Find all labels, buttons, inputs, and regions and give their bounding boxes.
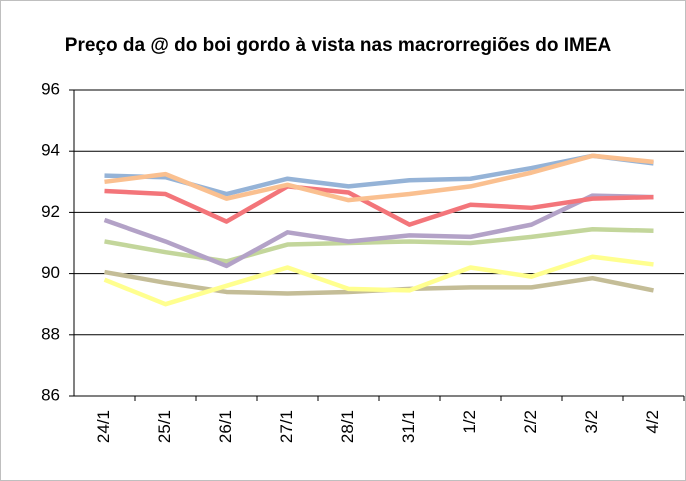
x-tick-label: 3/2 [582, 410, 601, 434]
y-tick-label: 88 [41, 324, 60, 343]
x-tick-label: 31/1 [399, 410, 418, 443]
y-tick-label: 92 [41, 202, 60, 221]
series-line [103, 254, 654, 307]
x-tick-label: 24/1 [94, 410, 113, 443]
y-tick-label: 86 [41, 385, 60, 404]
x-tick-label: 1/2 [460, 410, 479, 434]
y-tick-label: 94 [41, 141, 60, 160]
x-tick-label: 27/1 [277, 410, 296, 443]
series-line [104, 153, 654, 203]
x-tick-label: 25/1 [155, 410, 174, 443]
x-tick-label: 28/1 [338, 410, 357, 443]
series-line [104, 226, 654, 264]
x-tick-label: 2/2 [521, 410, 540, 434]
series-line [104, 184, 654, 227]
series-line [103, 193, 654, 269]
y-tick-label: 90 [41, 263, 60, 282]
x-tick-label: 26/1 [216, 410, 235, 443]
chart-title: Preço da @ do boi gordo à vista nas macr… [65, 35, 612, 56]
x-tick-label: 4/2 [643, 410, 662, 434]
y-tick-label: 96 [41, 79, 60, 98]
